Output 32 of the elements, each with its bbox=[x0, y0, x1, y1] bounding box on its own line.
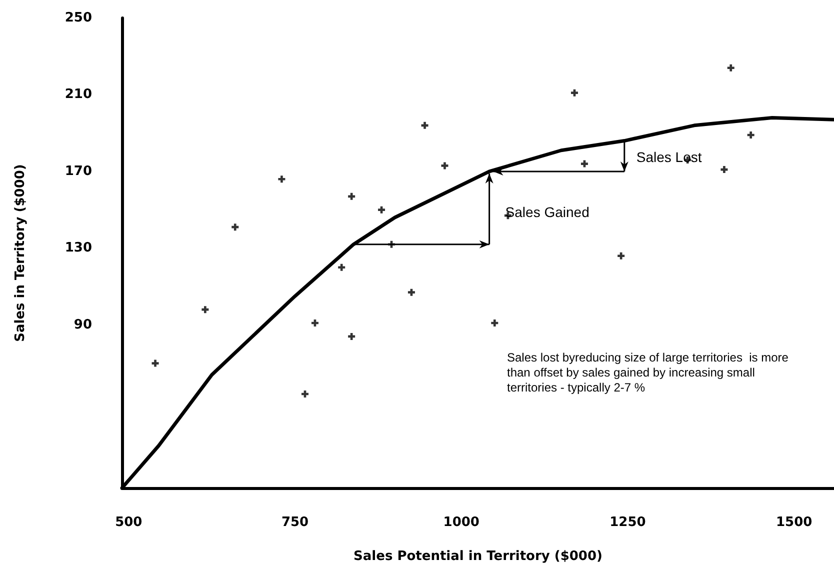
point bbox=[202, 306, 209, 314]
point bbox=[727, 64, 734, 72]
point bbox=[618, 252, 625, 260]
annotation: Sales Lost bbox=[636, 149, 702, 166]
point bbox=[408, 288, 415, 296]
point bbox=[747, 132, 754, 139]
y-tick-label: 170 bbox=[64, 164, 92, 179]
y-tick-label: 250 bbox=[64, 10, 92, 26]
x-axis-title: Sales Potential in Territory ($000) bbox=[354, 549, 602, 564]
y-tick-label: 130 bbox=[64, 240, 92, 256]
point bbox=[441, 162, 448, 170]
point bbox=[720, 166, 728, 174]
point bbox=[378, 206, 386, 214]
point bbox=[152, 360, 159, 367]
point bbox=[232, 224, 239, 231]
x-tick-label: 1500 bbox=[776, 515, 812, 530]
point bbox=[570, 89, 578, 96]
point bbox=[421, 122, 428, 129]
point bbox=[580, 160, 588, 168]
y-tick-label: 210 bbox=[64, 87, 92, 102]
point bbox=[278, 176, 286, 183]
y-tick-label: 90 bbox=[74, 317, 92, 332]
annotation: Sales lost byreducing size of large territories is more than offset by sales gained by increasing small territories - typically 2-7 % bbox=[507, 350, 792, 394]
point bbox=[491, 320, 498, 327]
x-tick-label: 1000 bbox=[443, 515, 480, 530]
y-axis-title: Sales in Territory ($000) bbox=[13, 164, 28, 342]
x-tick-label: 1250 bbox=[610, 515, 646, 530]
x-tick-label: 500 bbox=[115, 515, 142, 530]
point bbox=[348, 192, 356, 200]
x-tick-label: 750 bbox=[281, 515, 309, 530]
point bbox=[338, 264, 346, 271]
annotation: Sales Gained bbox=[505, 204, 590, 220]
